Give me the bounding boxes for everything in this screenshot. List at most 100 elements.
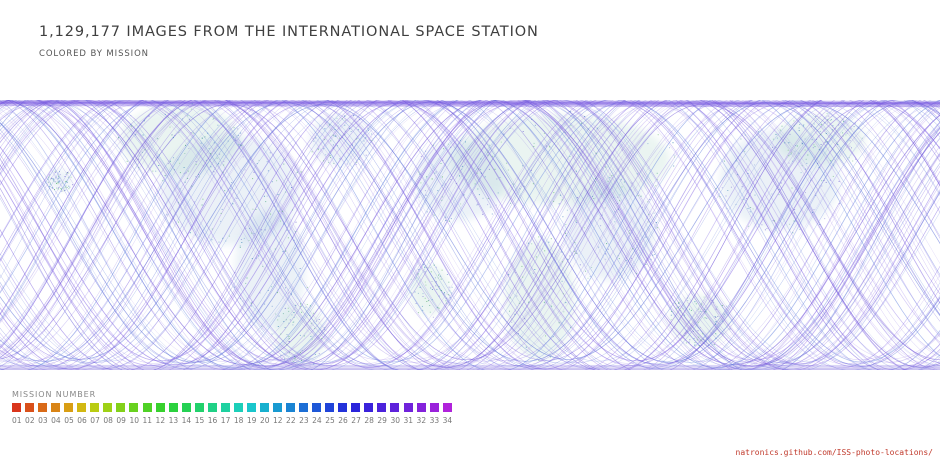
photo-dot bbox=[655, 185, 657, 187]
orbit-track bbox=[0, 100, 940, 370]
legend-swatch-8 bbox=[103, 403, 113, 412]
photo-dot bbox=[68, 188, 70, 190]
photo-dot bbox=[478, 194, 480, 196]
photo-dot bbox=[846, 132, 848, 134]
photo-dot bbox=[57, 178, 59, 180]
photo-dot bbox=[804, 149, 806, 151]
photo-dot bbox=[435, 171, 437, 173]
photo-dot bbox=[264, 303, 266, 305]
photo-dot bbox=[726, 305, 728, 307]
photo-dot bbox=[264, 229, 266, 231]
legend-number-21: 12 bbox=[273, 416, 283, 425]
photo-dot bbox=[141, 151, 143, 153]
photo-dot bbox=[317, 148, 319, 150]
photo-dot bbox=[253, 233, 255, 235]
photo-dot bbox=[459, 140, 461, 142]
photo-dot bbox=[288, 322, 290, 324]
legend-number-17: 17 bbox=[220, 416, 231, 425]
photo-dot bbox=[697, 330, 699, 332]
photo-dot bbox=[513, 183, 514, 185]
photo-dot bbox=[184, 153, 186, 154]
photo-dot bbox=[292, 324, 294, 326]
orbit-track bbox=[0, 100, 940, 369]
photo-dot bbox=[591, 195, 593, 197]
photo-dot bbox=[316, 156, 318, 158]
photo-dot bbox=[444, 183, 446, 185]
photo-dot bbox=[167, 163, 169, 165]
photo-dot bbox=[427, 300, 429, 302]
photo-dot bbox=[611, 175, 613, 177]
photo-dot bbox=[465, 179, 467, 181]
photo-dot bbox=[448, 281, 450, 283]
photo-dot bbox=[562, 293, 564, 295]
photo-dot bbox=[704, 317, 706, 319]
photo-dot bbox=[305, 306, 307, 308]
photo-dot bbox=[57, 183, 59, 185]
legend-number-10: 10 bbox=[129, 416, 139, 425]
photo-dot bbox=[832, 125, 834, 127]
photo-dot bbox=[507, 169, 509, 171]
photo-dot bbox=[796, 145, 798, 147]
photo-dot bbox=[299, 334, 301, 336]
photo-dot bbox=[221, 208, 223, 210]
photo-dot bbox=[410, 278, 412, 280]
photo-dot bbox=[752, 208, 754, 210]
photo-dot bbox=[793, 220, 795, 222]
photo-dot bbox=[60, 188, 62, 190]
photo-dot bbox=[285, 250, 286, 252]
orbit-track bbox=[0, 100, 940, 370]
photo-dot bbox=[645, 236, 647, 238]
photo-dot bbox=[630, 205, 632, 207]
photo-dot bbox=[313, 312, 314, 314]
photo-dot bbox=[336, 117, 338, 119]
photo-dot bbox=[252, 208, 254, 210]
photo-dot bbox=[172, 137, 174, 139]
photo-dot bbox=[67, 176, 69, 178]
photo-dot bbox=[319, 125, 320, 127]
photo-dot bbox=[735, 204, 737, 205]
photo-dot bbox=[687, 300, 689, 301]
photo-dot bbox=[584, 116, 586, 117]
photo-dot bbox=[255, 209, 257, 210]
photo-dot bbox=[837, 144, 839, 145]
photo-dot bbox=[855, 158, 856, 160]
photo-dot bbox=[138, 158, 140, 160]
orbit-edge-line bbox=[0, 100, 940, 103]
photo-dot bbox=[715, 317, 717, 318]
photo-dot bbox=[565, 302, 567, 304]
photo-dot bbox=[788, 155, 790, 157]
orbit-track bbox=[0, 100, 940, 370]
source-link[interactable]: natronics.github.com/ISS-photo-locations… bbox=[735, 448, 933, 457]
photo-dot bbox=[365, 137, 367, 139]
photo-dot bbox=[688, 341, 690, 343]
photo-dot bbox=[789, 223, 791, 225]
photo-dot bbox=[801, 142, 803, 144]
photo-dot bbox=[313, 140, 315, 142]
photo-dot bbox=[686, 297, 688, 299]
photo-dot bbox=[788, 162, 790, 164]
photo-dot bbox=[67, 172, 68, 173]
orbit-track bbox=[35, 100, 940, 370]
photo-dot bbox=[790, 152, 792, 154]
photo-dot bbox=[831, 129, 833, 131]
photo-dot bbox=[358, 118, 360, 120]
legend-number-15: 15 bbox=[194, 416, 205, 425]
photo-dot bbox=[173, 157, 174, 159]
legend-number-3: 03 bbox=[38, 416, 48, 425]
legend-swatch-13 bbox=[168, 403, 178, 412]
legend-number-23: 23 bbox=[299, 416, 309, 425]
photo-dot bbox=[460, 203, 462, 205]
photo-dot bbox=[671, 311, 673, 312]
photo-dot bbox=[280, 355, 282, 357]
photo-dot bbox=[61, 190, 63, 192]
photo-dot bbox=[241, 242, 243, 243]
photo-dot bbox=[59, 171, 60, 173]
photo-dot bbox=[287, 307, 289, 309]
photo-dot bbox=[447, 294, 449, 295]
photo-dot bbox=[705, 311, 707, 313]
photo-dot bbox=[698, 345, 700, 347]
photo-dot bbox=[65, 186, 67, 188]
photo-dot bbox=[722, 320, 724, 322]
photo-dot bbox=[70, 176, 72, 178]
photo-dot bbox=[240, 239, 242, 240]
